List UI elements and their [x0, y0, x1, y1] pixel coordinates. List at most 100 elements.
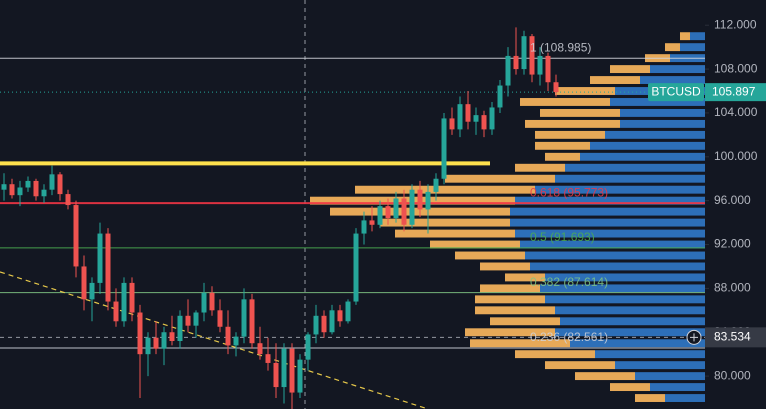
candle-body [513, 55, 519, 70]
profile-down-bar [465, 328, 555, 337]
candle-body [321, 315, 327, 333]
profile-down-bar [540, 108, 620, 117]
profile-down-bar [545, 152, 580, 161]
profile-up-bar [605, 130, 705, 139]
profile-down-bar [515, 350, 595, 359]
candle-body [473, 115, 479, 122]
lines-layer [0, 57, 705, 409]
candle-body [17, 187, 23, 196]
fib-label: 1 (108.985) [530, 40, 591, 54]
candle-body [153, 337, 159, 349]
profile-up-bar [520, 240, 705, 249]
y-tick-label: 92.000 [714, 237, 751, 251]
last-price-box [705, 83, 766, 102]
candle-body [409, 189, 415, 225]
y-tick-label: 108.000 [714, 61, 758, 75]
candle-body [481, 115, 487, 130]
candle-body [369, 220, 375, 225]
candle-body [257, 343, 263, 355]
profile-up-bar [680, 43, 705, 52]
profile-down-bar [470, 339, 570, 348]
y-tick-label: 100.000 [714, 149, 758, 163]
candle-body [49, 174, 55, 190]
profile-down-bar [480, 262, 530, 271]
candle-body [289, 348, 295, 393]
profile-up-bar [525, 251, 705, 260]
profile-down-bar [505, 273, 545, 282]
profile-down-bar [545, 361, 615, 370]
candle-body [361, 220, 367, 234]
profile-down-bar [380, 218, 510, 227]
candle-body [489, 107, 495, 130]
candle-body [97, 233, 103, 283]
candle-body [425, 191, 431, 210]
candle-body [129, 282, 135, 313]
candle-body [465, 104, 471, 122]
candle-body [545, 55, 551, 83]
candle-body [233, 336, 239, 346]
candle-body [529, 36, 535, 75]
candle-body [105, 233, 111, 302]
candle-body [449, 118, 455, 130]
candle-body [345, 301, 351, 322]
profile-down-bar [475, 295, 545, 304]
candle-body [265, 354, 271, 363]
candle-body [553, 82, 559, 93]
profile-up-bar [515, 229, 705, 238]
candle-body [33, 180, 39, 197]
crosshair-price-label: 83.534 [714, 330, 751, 344]
profile-down-bar [490, 317, 560, 326]
profile-down-bar [520, 98, 610, 106]
candle-body [25, 180, 31, 188]
symbol-tag [648, 83, 704, 102]
profile-down-bar [680, 32, 690, 41]
profile-up-bar [555, 328, 705, 337]
candles-layer [1, 27, 559, 409]
candle-body [385, 206, 391, 219]
profile-up-bar [545, 295, 705, 304]
candle-body [73, 205, 79, 267]
profile-down-bar [430, 240, 520, 249]
y-tick-label: 88.000 [714, 281, 751, 295]
candle-body [185, 315, 191, 326]
profile-down-bar [535, 130, 605, 139]
candle-body [177, 315, 183, 342]
candle-body [329, 310, 335, 333]
candle-body [281, 348, 287, 388]
labels-layer: 1 (108.985) 0.618 (95.773) 0.5 (91.693) 0.3… [530, 40, 608, 344]
candle-body [401, 198, 407, 225]
candle-body [241, 299, 247, 337]
candle-body [161, 332, 167, 349]
fib-label: 0.618 (95.773) [530, 185, 608, 199]
profile-up-bar [570, 339, 705, 348]
profile-up-bar [615, 361, 705, 370]
candle-body [433, 178, 439, 192]
candle-body [249, 299, 255, 344]
profile-up-bar [595, 350, 705, 359]
trendline [0, 271, 429, 409]
fib-label: 0.5 (91.693) [530, 230, 595, 244]
profile-down-bar [535, 141, 590, 150]
candle-body [353, 233, 359, 302]
profile-down-bar [480, 284, 540, 293]
candle-body [505, 55, 511, 86]
candle-body [41, 189, 47, 197]
candle-body [57, 174, 63, 195]
y-tick-label: 80.000 [714, 368, 751, 382]
profile-down-bar [395, 229, 515, 238]
candle-body [169, 332, 175, 342]
symbol-label: BTCUSD [651, 84, 701, 98]
candle-body [113, 301, 119, 322]
candle-body [337, 310, 343, 322]
profile-up-bar [540, 284, 705, 293]
axis-layer: 112.000 108.000 104.000 100.000 96.000 92.000… [648, 17, 766, 382]
candle-body [209, 292, 215, 311]
profile-up-bar [545, 273, 705, 282]
add-icon [690, 333, 698, 342]
candle-body [225, 326, 231, 346]
profile-up-bar [530, 262, 705, 271]
y-tick-label: 96.000 [714, 193, 751, 207]
last-price-label: 105.897 [712, 84, 756, 98]
